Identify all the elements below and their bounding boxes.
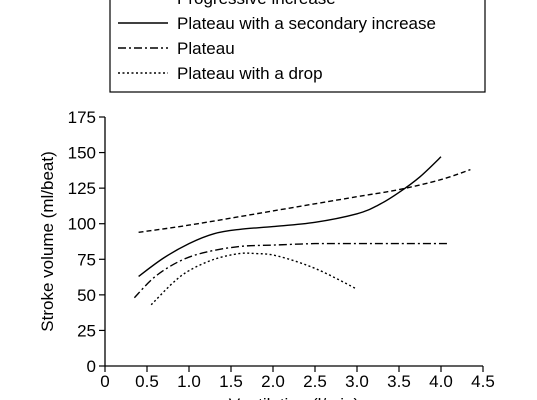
x-tick-label: 4.5 (471, 372, 495, 391)
y-tick-label: 150 (68, 144, 96, 163)
series-line-plateau (133, 242, 450, 299)
x-tick-label: 1.5 (219, 372, 243, 391)
series-line-plateau-with-a-secondary-increase (138, 156, 442, 277)
x-axis-title: Ventilation (l/min) (229, 395, 359, 400)
y-tick-label: 100 (68, 215, 96, 234)
x-tick-label: 2.0 (261, 372, 285, 391)
legend-items: Progressive increase Plateau with a secon… (118, 0, 436, 83)
y-axis-title: Stroke volume (ml/beat) (38, 151, 57, 331)
plot-area (133, 156, 471, 306)
legend-label-plateau-with-a-secondary-increase: Plateau with a secondary increase (177, 14, 436, 33)
series-line-plateau-with-a-drop (150, 252, 358, 306)
y-tick-label: 75 (77, 250, 96, 269)
legend-box (109, 0, 486, 93)
legend: Progressive increase Plateau with a secon… (109, 0, 486, 93)
legend-label-progressive-increase: Progressive increase (177, 0, 336, 8)
x-tick-label: 0.5 (135, 372, 159, 391)
x-tick-label: 3.5 (387, 372, 411, 391)
y-tick-label: 175 (68, 108, 96, 127)
axes: 0 25 50 75 100 125 150 175 0 0.5 1.0 1.5 2.0 2.5 3.0 3.… (38, 108, 495, 400)
x-tick-label: 0 (100, 372, 109, 391)
series-line-progressive-increase (138, 168, 471, 233)
y-tick-label: 25 (77, 321, 96, 340)
y-tick-label: 50 (77, 286, 96, 305)
legend-label-plateau-with-a-drop: Plateau with a drop (177, 64, 323, 83)
x-tick-label: 3.0 (345, 372, 369, 391)
y-tick-label: 0 (87, 357, 96, 376)
y-tick-label: 125 (68, 179, 96, 198)
x-tick-label: 1.0 (177, 372, 201, 391)
x-tick-label: 4.0 (429, 372, 453, 391)
x-tick-label: 2.5 (303, 372, 327, 391)
legend-label-plateau: Plateau (177, 39, 235, 58)
